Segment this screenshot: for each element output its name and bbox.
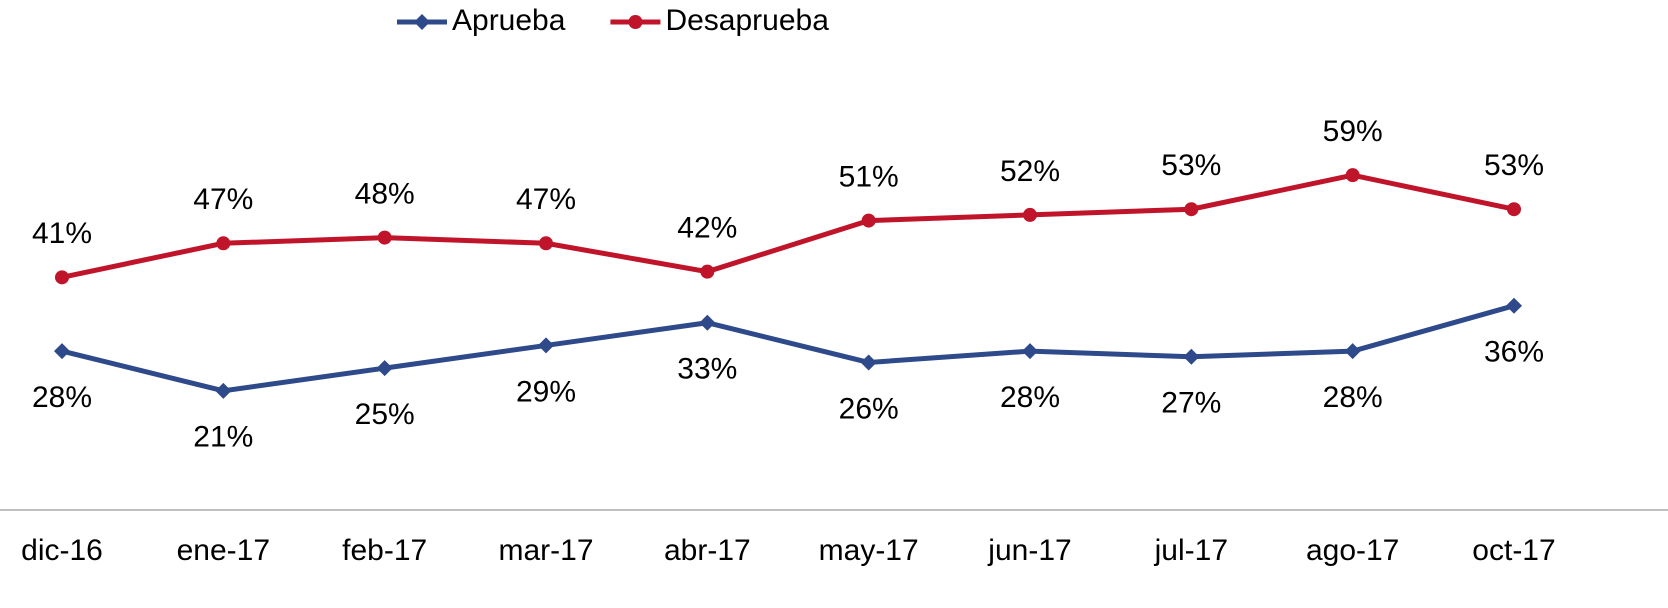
marker bbox=[1023, 207, 1037, 222]
marker bbox=[699, 314, 716, 331]
marker bbox=[1184, 202, 1199, 217]
legend-label: Aprueba bbox=[452, 4, 566, 37]
marker bbox=[700, 264, 715, 279]
marker bbox=[377, 230, 392, 245]
data-label: 48% bbox=[355, 178, 415, 211]
marker bbox=[1506, 297, 1522, 314]
data-label: 33% bbox=[677, 353, 737, 386]
x-tick-label: jul-17 bbox=[1154, 534, 1228, 567]
marker bbox=[54, 343, 70, 360]
marker bbox=[1507, 202, 1521, 217]
marker bbox=[1345, 168, 1360, 183]
data-label: 41% bbox=[32, 217, 92, 250]
data-label: 36% bbox=[1484, 336, 1544, 369]
data-label: 53% bbox=[1161, 149, 1221, 182]
data-label: 28% bbox=[32, 381, 92, 414]
marker bbox=[55, 270, 69, 285]
marker bbox=[376, 360, 393, 377]
marker bbox=[538, 337, 554, 354]
marker bbox=[860, 354, 877, 371]
marker bbox=[414, 14, 430, 30]
x-tick-label: jun-17 bbox=[987, 534, 1071, 567]
marker bbox=[1022, 343, 1038, 360]
x-tick-label: mar-17 bbox=[498, 534, 593, 567]
data-label: 28% bbox=[1323, 381, 1383, 414]
series-line bbox=[61, 303, 1515, 394]
data-label: 26% bbox=[839, 392, 899, 425]
data-label: 47% bbox=[516, 183, 576, 216]
x-tick-label: ene-17 bbox=[177, 534, 270, 567]
data-label: 42% bbox=[677, 212, 737, 245]
x-tick-label: dic-16 bbox=[21, 534, 103, 567]
data-label: 52% bbox=[1000, 155, 1060, 188]
data-label: 21% bbox=[193, 421, 253, 454]
data-label: 47% bbox=[193, 183, 253, 216]
x-tick-label: feb-17 bbox=[342, 534, 427, 567]
marker bbox=[539, 236, 553, 251]
marker bbox=[1183, 348, 1200, 365]
marker bbox=[628, 15, 643, 29]
data-label: 59% bbox=[1323, 115, 1383, 148]
data-label: 27% bbox=[1161, 387, 1221, 420]
marker bbox=[1344, 343, 1361, 360]
x-tick-label: abr-17 bbox=[664, 534, 751, 567]
series-line bbox=[61, 172, 1515, 280]
data-label: 51% bbox=[839, 160, 899, 193]
marker bbox=[215, 382, 232, 399]
x-tick-label: may-17 bbox=[819, 534, 919, 567]
x-tick-label: oct-17 bbox=[1472, 534, 1555, 567]
data-label: 29% bbox=[516, 375, 576, 408]
x-tick-label: ago-17 bbox=[1306, 534, 1399, 567]
marker bbox=[216, 236, 231, 251]
data-label: 53% bbox=[1484, 149, 1544, 182]
marker bbox=[861, 213, 876, 228]
legend-label: Desaprueba bbox=[665, 4, 829, 37]
data-label: 25% bbox=[355, 398, 415, 431]
data-label: 28% bbox=[1000, 381, 1060, 414]
